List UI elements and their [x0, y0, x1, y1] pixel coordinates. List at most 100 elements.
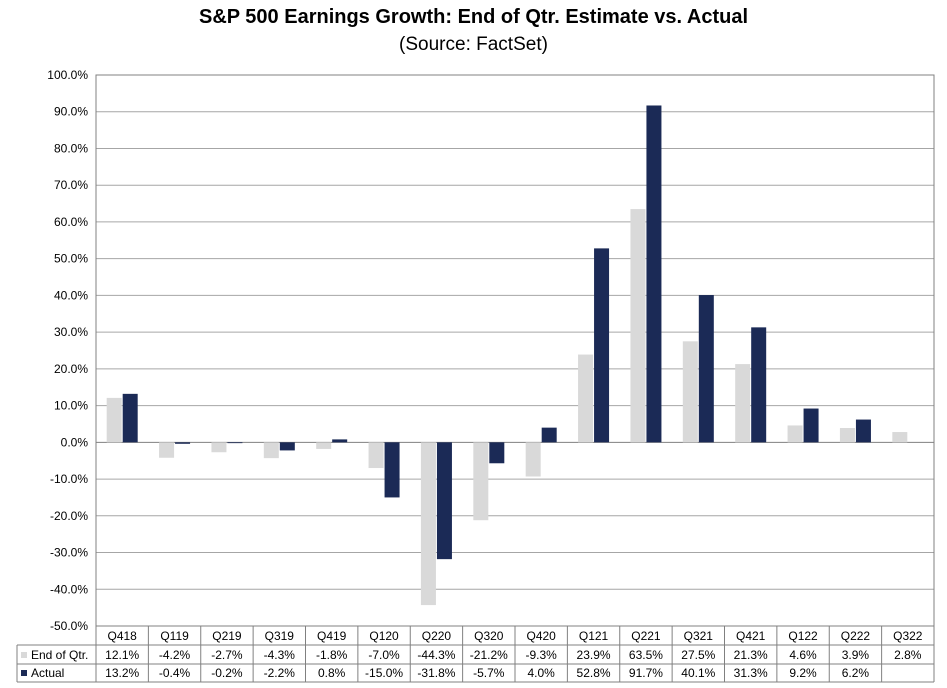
- bar-estimate-q421: [735, 364, 751, 443]
- data-label-actual: 91.7%: [629, 666, 663, 680]
- y-tick-label: -30.0%: [50, 546, 88, 560]
- bar-estimate-q319: [263, 442, 279, 459]
- bar-actual-q319: [279, 442, 295, 451]
- bar-actual-q320: [489, 442, 505, 464]
- bar-estimate-q119: [159, 442, 175, 458]
- data-label-estimate: 23.9%: [577, 648, 611, 662]
- data-label-actual: -5.7%: [473, 666, 505, 680]
- x-tick-label: Q419: [317, 629, 347, 643]
- bar-actual-q321: [698, 295, 714, 443]
- data-label-actual: -15.0%: [365, 666, 403, 680]
- y-tick-label: -40.0%: [50, 582, 88, 596]
- bar-estimate-q120: [368, 442, 384, 469]
- data-label-estimate: 2.8%: [894, 648, 922, 662]
- data-label-actual: 52.8%: [577, 666, 611, 680]
- bar-estimate-q222: [839, 428, 855, 443]
- x-tick-label: Q119: [160, 629, 189, 643]
- y-tick-label: 60.0%: [54, 215, 88, 229]
- y-tick-label: 10.0%: [54, 399, 88, 413]
- bar-actual-q418: [122, 393, 138, 443]
- plot-area: [95, 74, 935, 627]
- bar-actual-q221: [646, 105, 662, 443]
- bar-actual-q120: [384, 442, 400, 498]
- chart-title: S&P 500 Earnings Growth: End of Qtr. Est…: [198, 6, 749, 28]
- data-label-actual: 0.8%: [318, 666, 346, 680]
- x-tick-label: Q418: [108, 629, 138, 643]
- x-tick-label: Q322: [893, 629, 923, 643]
- y-tick-label: 20.0%: [54, 362, 88, 376]
- x-tick-label: Q122: [788, 629, 818, 643]
- y-tick-label: -10.0%: [50, 472, 88, 486]
- bar-actual-q420: [541, 427, 557, 443]
- y-tick-label: 70.0%: [54, 178, 88, 192]
- bar-actual-q121: [594, 248, 610, 443]
- bar-actual-q119: [175, 442, 191, 444]
- legend-key-actual: [21, 670, 27, 676]
- y-tick-label: 100.0%: [47, 68, 88, 82]
- y-tick-label: 80.0%: [54, 141, 88, 155]
- data-label-actual: 40.1%: [681, 666, 715, 680]
- y-tick-label: -50.0%: [50, 619, 88, 633]
- bar-estimate-q219: [211, 442, 227, 453]
- x-tick-label: Q121: [579, 629, 609, 643]
- x-tick-label: Q421: [736, 629, 766, 643]
- x-tick-label: Q219: [212, 629, 242, 643]
- data-label-actual: 6.2%: [842, 666, 870, 680]
- data-label-actual: 13.2%: [105, 666, 139, 680]
- x-tick-label: Q321: [684, 629, 714, 643]
- legend-label-actual: Actual: [31, 666, 64, 680]
- y-tick-label: 30.0%: [54, 325, 88, 339]
- bar-actual-q421: [751, 327, 767, 443]
- data-label-estimate: -1.8%: [316, 648, 348, 662]
- y-tick-label: 50.0%: [54, 252, 88, 266]
- data-label-actual: -0.2%: [211, 666, 243, 680]
- bar-estimate-q419: [316, 442, 332, 449]
- bar-estimate-q121: [578, 354, 594, 443]
- data-label-estimate: 12.1%: [105, 648, 139, 662]
- x-tick-label: Q222: [841, 629, 871, 643]
- data-label-estimate: -44.3%: [417, 648, 455, 662]
- bar-estimate-q420: [525, 442, 541, 477]
- bar-actual-q219: [227, 442, 243, 444]
- y-tick-label: 40.0%: [54, 288, 88, 302]
- x-tick-label: Q220: [422, 629, 452, 643]
- data-label-actual: -2.2%: [264, 666, 296, 680]
- data-label-estimate: -4.3%: [264, 648, 296, 662]
- bar-estimate-q418: [106, 397, 122, 443]
- data-label-estimate: 27.5%: [681, 648, 715, 662]
- data-label-estimate: 63.5%: [629, 648, 663, 662]
- data-label-estimate: -4.2%: [159, 648, 191, 662]
- data-label-estimate: 4.6%: [789, 648, 817, 662]
- x-tick-label: Q319: [265, 629, 295, 643]
- bar-actual-q419: [332, 439, 348, 443]
- legend-key-estimate: [21, 652, 27, 658]
- x-tick-label: Q320: [474, 629, 504, 643]
- legend-label-estimate: End of Qtr.: [31, 648, 88, 662]
- bar-estimate-q122: [787, 425, 803, 443]
- bar-estimate-q320: [473, 442, 489, 521]
- data-label-actual: -31.8%: [417, 666, 455, 680]
- data-label-actual: 9.2%: [789, 666, 817, 680]
- data-label-estimate: -2.7%: [211, 648, 243, 662]
- data-label-actual: 4.0%: [528, 666, 556, 680]
- y-tick-label: -20.0%: [50, 509, 88, 523]
- x-tick-label: Q120: [369, 629, 399, 643]
- bar-estimate-q220: [420, 442, 436, 606]
- data-label-estimate: 3.9%: [842, 648, 870, 662]
- bar-estimate-q322: [892, 432, 908, 443]
- y-tick-label: 90.0%: [54, 105, 88, 119]
- bar-estimate-q221: [630, 209, 646, 443]
- data-label-actual: -0.4%: [159, 666, 191, 680]
- data-label-estimate: -7.0%: [368, 648, 400, 662]
- bar-actual-q122: [803, 408, 819, 443]
- bar-estimate-q321: [682, 341, 698, 443]
- y-tick-label: 0.0%: [61, 435, 89, 449]
- data-label-estimate: -21.2%: [470, 648, 508, 662]
- chart-subtitle: (Source: FactSet): [399, 34, 548, 55]
- bar-actual-q220: [436, 442, 452, 560]
- data-label-estimate: -9.3%: [526, 648, 558, 662]
- x-tick-label: Q420: [527, 629, 557, 643]
- x-tick-label: Q221: [631, 629, 661, 643]
- data-label-estimate: 21.3%: [734, 648, 768, 662]
